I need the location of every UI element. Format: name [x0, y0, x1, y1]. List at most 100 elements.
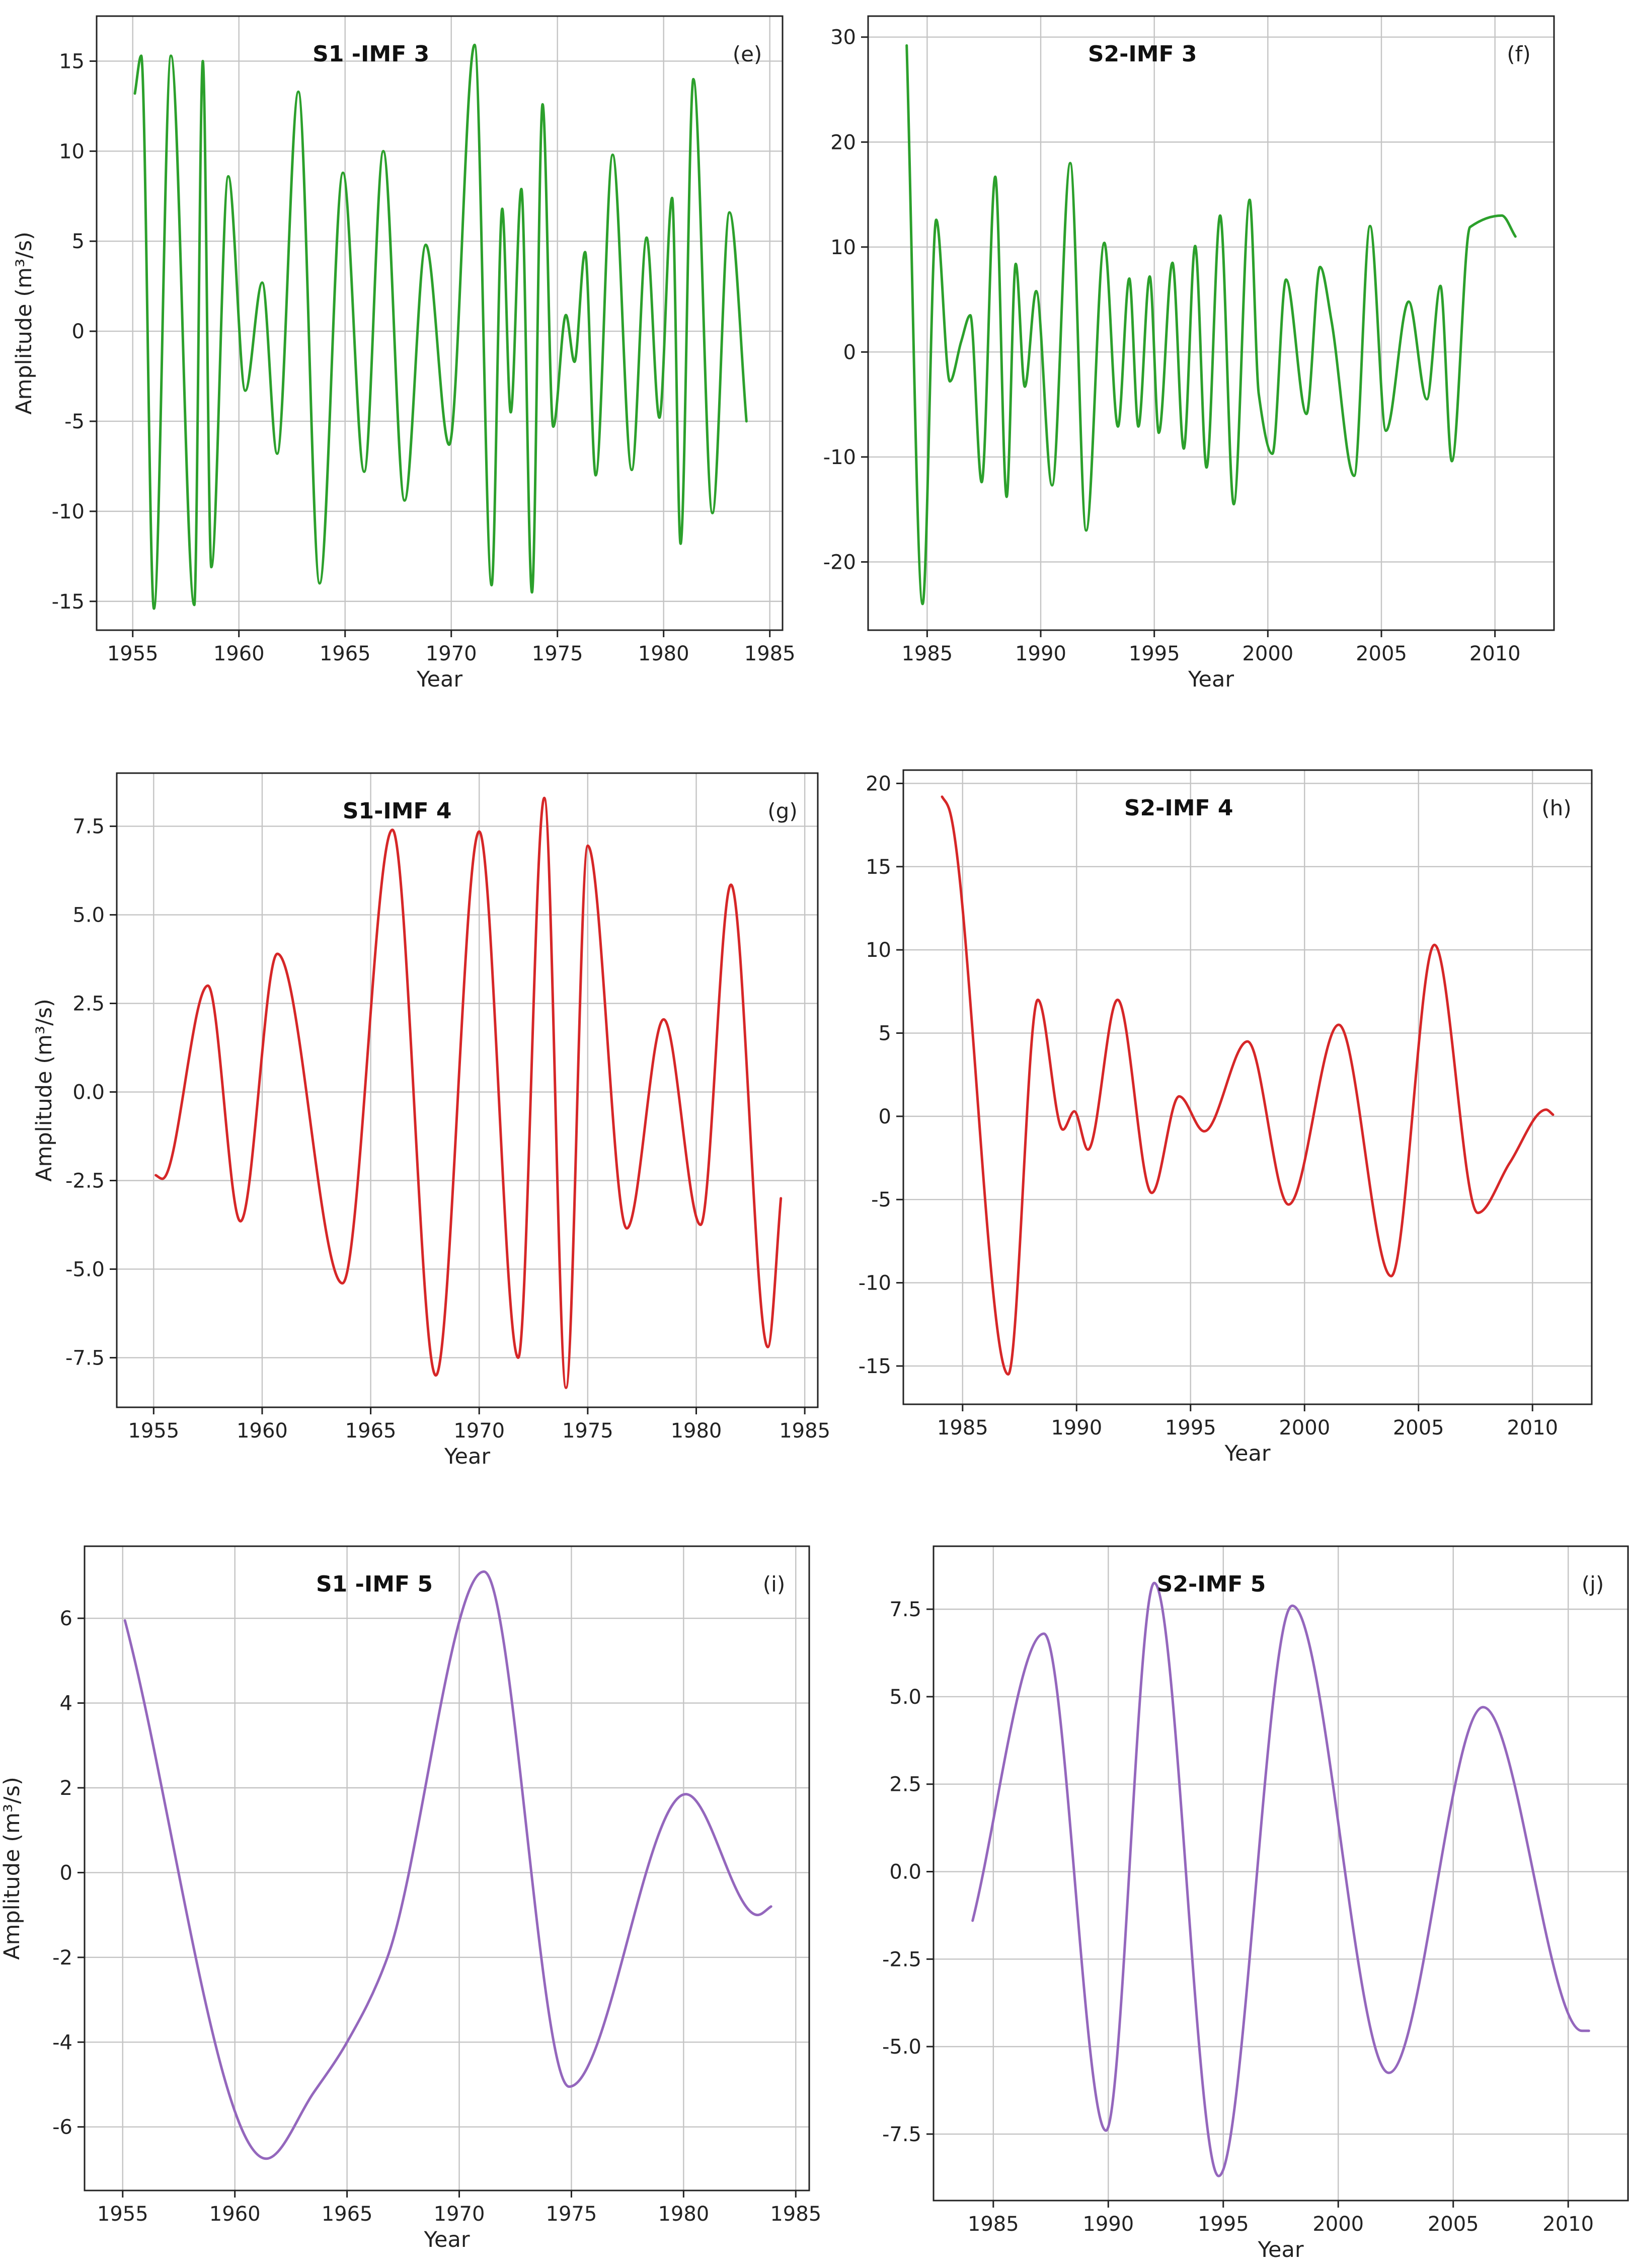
panel-i-y-tick-label: 6	[60, 1607, 72, 1630]
panel-e-x-tick-label: 1965	[320, 642, 371, 665]
panel-f-data-point	[1407, 299, 1411, 304]
panel-e-x-axis-label: Year	[416, 667, 462, 692]
panel-h-y-tick-label: -15	[859, 1355, 891, 1378]
panel-g-data-point	[341, 1281, 345, 1286]
panel-i-y-tick-label: -6	[52, 2116, 72, 2139]
panel-e-data-point	[201, 59, 205, 63]
panel-h-x-axis-label: Year	[1224, 1441, 1270, 1466]
panel-h-data-point	[940, 795, 944, 799]
panel-f-data-point	[1023, 385, 1027, 389]
panel-i-data-point	[482, 1570, 486, 1574]
panel-g-x-tick-label: 1960	[237, 1419, 288, 1443]
panel-g-x-tick-label: 1965	[345, 1419, 397, 1443]
panel-j-x-tick-label: 1985	[968, 2213, 1019, 2236]
panel-j-data-point	[1217, 2174, 1221, 2178]
panel-f-x-tick-label: 1995	[1129, 642, 1180, 665]
panel-f-data-point	[1304, 412, 1308, 416]
panel-g-y-tick-label: 0.0	[72, 1081, 105, 1104]
panel-e-data-point	[594, 473, 598, 477]
panel-g-data-point	[154, 1173, 158, 1177]
panel-j-data-point	[1104, 2129, 1108, 2133]
panel-h-data-point	[1476, 1211, 1480, 1215]
panel-h-data-point	[1086, 1148, 1090, 1152]
panel-h-x-tick-label: 1995	[1165, 1416, 1216, 1440]
panel-e-data-point	[296, 90, 300, 94]
panel-f-data-point	[1438, 284, 1442, 288]
panel-j-data-point	[1152, 1581, 1156, 1585]
panel-f-y-tick-label: 20	[830, 131, 856, 154]
panel-g-data-point	[391, 828, 395, 832]
panel-e-x-tick-label: 1980	[638, 642, 689, 665]
panel-h-y-tick-label: 15	[866, 856, 891, 879]
panel-j-y-tick-label: -5.0	[882, 2035, 921, 2059]
panel-g-y-axis-label: Amplitude (m³/s)	[32, 999, 57, 1182]
panel-h-y-tick-label: 10	[866, 939, 891, 962]
panel-e-x-tick-label: 1985	[744, 642, 796, 665]
panel-f-data-point	[1014, 262, 1018, 266]
panel-h-data-point	[1006, 1373, 1010, 1377]
panel-j-y-tick-label: -2.5	[882, 1948, 921, 1971]
panel-i-data-point	[123, 1618, 127, 1622]
panel-f-y-tick-label: 10	[830, 236, 856, 259]
panel-g-x-tick-label: 1970	[453, 1419, 505, 1443]
panel-j-x-tick-label: 2010	[1542, 2213, 1594, 2236]
panel-i-x-tick-label: 1975	[546, 2203, 597, 2226]
panel-e-data-point	[728, 210, 732, 214]
panel-g-y-tick-label: 5.0	[72, 904, 105, 927]
panel-h-data-point	[1337, 1023, 1341, 1027]
panel-f-data-point	[1368, 224, 1372, 228]
panel-f-data-point	[1384, 429, 1388, 433]
panel-h-chart: 1985 1990 1995 2000 2005 2010 -15 -10 -5 0 5 10 15 20…	[859, 769, 1593, 1466]
panel-e-data-point	[362, 470, 366, 474]
panel-j-data-point	[1290, 1604, 1294, 1608]
panel-h-x-tick-label: 1990	[1051, 1416, 1102, 1440]
panel-e-y-tick-label: 5	[72, 230, 85, 253]
panel-g-x-tick-label: 1975	[562, 1419, 613, 1443]
panel-g-title: S1-IMF 4	[343, 798, 452, 824]
panel-h-y-tick-label: -10	[859, 1272, 891, 1295]
panel-h-y-tick-label: -5	[871, 1188, 891, 1212]
panel-g-x-tick-label: 1980	[671, 1419, 722, 1443]
panel-g-y-tick-label: 2.5	[72, 993, 105, 1016]
panel-e-data-point	[473, 43, 477, 47]
panel-f-data-point	[959, 340, 963, 344]
panel-e-data-point	[500, 207, 504, 211]
panel-f-y-tick-label: -10	[823, 446, 856, 469]
panel-e-data-point	[691, 77, 695, 81]
panel-i-frame	[84, 1545, 810, 2191]
panel-h-data-point	[1389, 1274, 1393, 1278]
panel-j-title: S2-IMF 5	[1157, 1571, 1266, 1597]
panel-g-data-point	[206, 984, 210, 988]
panel-g-frame	[116, 772, 819, 1408]
panel-g-data-point	[161, 1177, 165, 1181]
panel-e-data-point	[551, 425, 555, 429]
panel-f-data-point	[1116, 424, 1120, 428]
panel-g-data-point	[239, 1219, 243, 1223]
panel-g-x-tick-label: 1955	[128, 1419, 179, 1443]
panel-j-x-tick-label: 1990	[1082, 2213, 1134, 2236]
panel-g-data-point	[586, 844, 590, 848]
panel-i-data-point	[684, 1792, 688, 1796]
panel-f-data-point	[1127, 276, 1131, 280]
panel-e-data-point	[630, 468, 634, 472]
panel-f-x-tick-label: 1990	[1015, 642, 1066, 665]
panel-e-data-point	[169, 54, 173, 58]
panel-j-y-tick-label: 7.5	[889, 1598, 921, 1621]
panel-h-data-point	[1072, 1109, 1076, 1113]
panel-e-y-tick-label: -5	[64, 410, 85, 433]
panel-i-data-point	[756, 1913, 760, 1917]
panel-e-x-tick-label: 1970	[426, 642, 477, 665]
panel-h-data-point	[1116, 998, 1120, 1002]
panel-h-data-point	[1246, 1039, 1250, 1043]
panel-f-data-point	[1330, 319, 1334, 323]
panel-f-data-point	[993, 175, 997, 179]
panel-j-chart: 1985 1990 1995 2000 2005 2010 -7.5 -5.0 -2.5 0.0 2…	[882, 1545, 1629, 2262]
panel-e-data-point	[260, 281, 264, 285]
panel-f-data-point	[968, 313, 972, 317]
panel-e-data-point	[403, 498, 407, 502]
panel-j-data-point	[1481, 1705, 1485, 1709]
panel-e-y-tick-label: 10	[59, 140, 85, 163]
panel-i-x-axis-label: Year	[423, 2227, 470, 2252]
panel-e-data-point	[341, 171, 345, 175]
